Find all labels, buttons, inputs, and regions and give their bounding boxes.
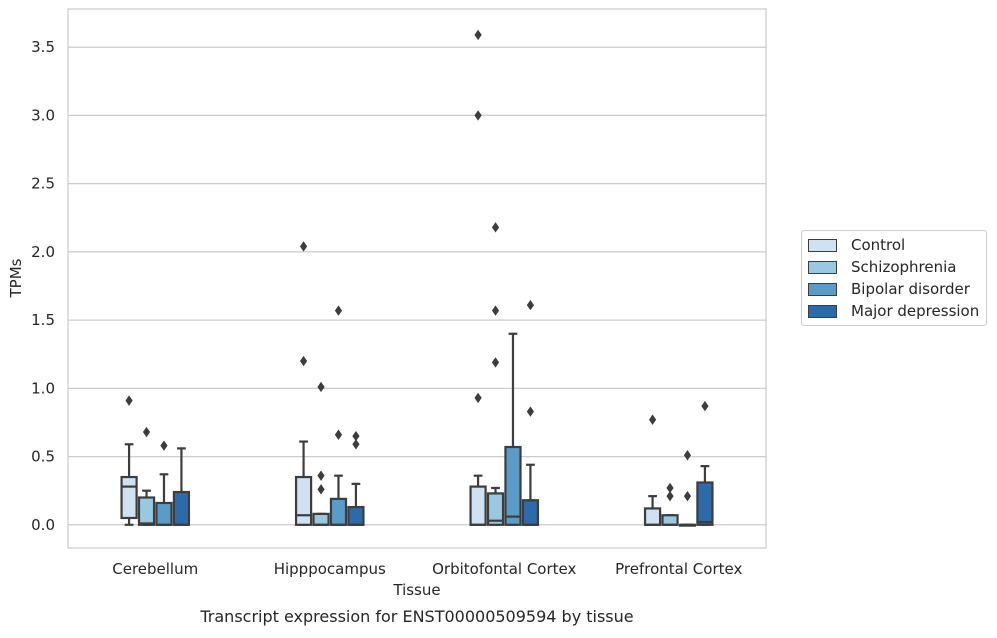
boxes-layer (120, 29, 714, 527)
y-tick-labels: 0.0 0.5 1.0 1.5 2.0 2.5 3.0 3.5 (31, 38, 55, 534)
outlier-point (474, 392, 482, 404)
outlier-point (491, 222, 500, 233)
outlier-point (317, 470, 325, 481)
box-hipppocampus-bipolar-disorder (329, 305, 348, 526)
box-body (312, 512, 330, 526)
x-tick-label-cerebellum: Cerebellum (112, 560, 198, 578)
legend-swatch-major-depression (808, 304, 837, 318)
box-body (329, 497, 348, 526)
box-orbitofontal-cortex-bipolar-disorder (504, 332, 522, 526)
x-tick-label-hipppocampus: Hipppocampus (274, 560, 386, 578)
box-hipppocampus-major-depression (347, 430, 365, 526)
plot-area-frame (67, 8, 767, 549)
outlier-point (125, 395, 133, 406)
outlier-point (474, 29, 482, 41)
box-body (469, 485, 487, 526)
box-orbitofontal-cortex-major-depression (521, 299, 540, 526)
outlier-point (701, 400, 709, 412)
outlier-point (666, 490, 674, 502)
outlier-point (683, 450, 692, 461)
outlier-point (334, 305, 343, 316)
box-orbitofontal-cortex-control (469, 29, 487, 526)
legend-item-bipolar-disorder: Bipolar disorder (808, 279, 970, 299)
box-body (696, 481, 714, 526)
chart-title: Transcript expression for ENST0000050959… (199, 607, 633, 626)
y-tick-label-1-5: 1.5 (31, 311, 55, 329)
x-axis-label: Tissue (392, 581, 440, 599)
box-hipppocampus-control (294, 241, 313, 526)
box-body (521, 499, 540, 526)
legend-item-schizophrenia: Schizophrenia (808, 257, 956, 277)
box-body (643, 507, 662, 526)
box-orbitofontal-cortex-schizophrenia (486, 222, 505, 526)
y-axis-label: TPMs (7, 258, 25, 298)
legend-item-major-depression: Major depression (808, 301, 979, 321)
outlier-point (317, 484, 325, 495)
outlier-point (491, 305, 500, 316)
box-prefrontal-cortex-control (643, 414, 662, 526)
legend-swatch-control (808, 238, 837, 252)
box-body (504, 445, 522, 526)
x-tick-label-prefrontal-cortex: Prefrontal Cortex (615, 560, 742, 578)
legend-swatch-schizophrenia (808, 260, 837, 274)
y-tick-label-3-5: 3.5 (31, 38, 55, 56)
outlier-point (299, 241, 308, 252)
box-hipppocampus-schizophrenia (312, 381, 330, 526)
box-cerebellum-control (120, 395, 138, 526)
box-body (172, 490, 191, 526)
legend-label-schizophrenia: Schizophrenia (851, 258, 957, 276)
outlier-point (352, 430, 360, 442)
box-body (155, 501, 173, 526)
outlier-point (526, 406, 535, 417)
box-prefrontal-cortex-schizophrenia (661, 482, 679, 526)
box-body (120, 475, 138, 520)
x-tick-labels: Cerebellum Hipppocampus Orbitofontal Corte… (112, 560, 742, 578)
legend-label-major-depression: Major depression (851, 302, 980, 320)
outlier-point (683, 490, 692, 502)
outlier-point (526, 299, 535, 311)
legend: Control Schizophrenia Bipolar disorder M… (801, 230, 987, 326)
box-body (347, 505, 365, 526)
y-tick-label-0-0: 0.0 (31, 516, 55, 534)
outlier-point (317, 381, 325, 393)
outlier-point (142, 426, 151, 438)
legend-label-bipolar-disorder: Bipolar disorder (851, 280, 970, 298)
y-tick-label-2-0: 2.0 (31, 243, 55, 261)
y-tick-label-2-5: 2.5 (31, 175, 55, 193)
legend-swatch-bipolar-disorder (808, 282, 837, 296)
box-cerebellum-major-depression (172, 447, 191, 526)
x-tick-label-orbitofontal-cortex: Orbitofontal Cortex (432, 560, 576, 578)
box-prefrontal-cortex-bipolar-disorder (678, 450, 697, 527)
y-tick-label-3-0: 3.0 (31, 106, 55, 124)
box-prefrontal-cortex-major-depression (696, 400, 714, 526)
outlier-point (666, 482, 674, 494)
box-cerebellum-bipolar-disorder (155, 440, 173, 526)
outlier-point (352, 439, 360, 450)
outlier-point (491, 357, 500, 368)
box-cerebellum-schizophrenia (137, 426, 156, 526)
box-body (661, 514, 679, 526)
outlier-point (334, 429, 343, 440)
outlier-point (648, 414, 657, 425)
y-tick-label-1-0: 1.0 (31, 379, 55, 397)
outlier-point (299, 355, 308, 367)
box-body (294, 475, 313, 526)
y-tick-label-0-5: 0.5 (31, 448, 55, 466)
legend-item-control: Control (808, 235, 905, 255)
outlier-point (160, 440, 168, 451)
box-body (137, 496, 156, 526)
legend-label-control: Control (851, 236, 906, 254)
box-body (486, 492, 505, 526)
grid-layer (68, 46, 766, 526)
outlier-point (474, 110, 482, 121)
